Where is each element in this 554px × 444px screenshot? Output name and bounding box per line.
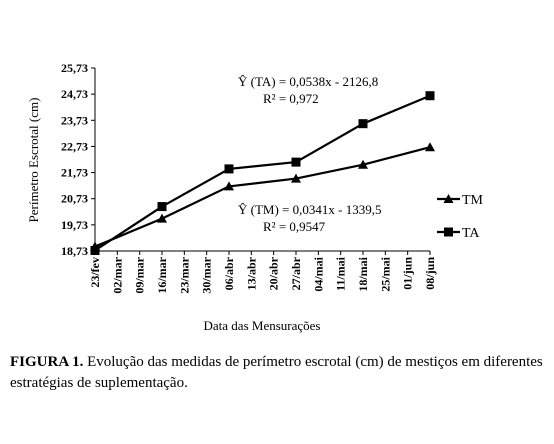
x-tick-label: 02/mar	[110, 256, 124, 293]
x-tick-labels: 23/fev 02/mar 09/mar 16/mar 23/mar 30/mar 06/a…	[88, 256, 437, 293]
line-chart: 25,73 24,73 23,73 22,73 21,73 20,73 19,73 18,73…	[26, 61, 484, 333]
x-tick-label: 25/mai	[378, 256, 392, 291]
x-tick-label: 11/mai	[334, 256, 348, 291]
y-axis-label: Perímetro Escrotal (cm)	[26, 98, 41, 223]
data-point-ta	[224, 164, 234, 174]
annotations: Ŷ (TA) = 0,0538x - 2126,8 R² = 0,972 Ŷ (TM…	[238, 74, 381, 234]
legend-label-ta: TA	[462, 226, 480, 241]
caption-text: Evolução das medidas de perímetro escrot…	[10, 354, 543, 391]
data-point-ta	[425, 91, 435, 101]
x-axis-label: Data das Mensurações	[204, 318, 321, 333]
data-point-tm	[358, 159, 368, 169]
x-tick-label: 09/mar	[133, 256, 147, 293]
y-tick-label: 24,73	[61, 87, 88, 101]
caption-label: FIGURA 1.	[10, 354, 84, 370]
legend: TM TA	[437, 193, 484, 241]
x-tick-label: 13/abr	[244, 256, 258, 290]
y-tick-label: 19,73	[61, 218, 88, 232]
data-point-ta	[358, 119, 368, 129]
x-tick-label: 18/mai	[356, 256, 370, 291]
y-tick-label: 25,73	[61, 61, 88, 75]
figure-caption: FIGURA 1. Evolução das medidas de períme…	[10, 352, 546, 394]
x-tick-label: 27/abr	[289, 256, 303, 290]
data-point-tm	[291, 173, 301, 183]
chart-axes	[91, 67, 431, 255]
x-tick-label: 20/abr	[267, 256, 281, 290]
x-tick-label: 23/mar	[177, 256, 191, 293]
equation-label: Ŷ (TM) = 0,0341x - 1339,5	[238, 202, 381, 217]
x-tick-label: 04/mai	[311, 256, 325, 291]
y-tick-label: 23,73	[61, 113, 88, 127]
data-point-tm	[425, 142, 435, 152]
data-point-tm	[157, 213, 167, 223]
data-point-ta	[157, 202, 167, 212]
y-tick-label: 20,73	[61, 192, 88, 206]
x-tick-label: 16/mar	[155, 256, 169, 293]
equation-label: Ŷ (TA) = 0,0538x - 2126,8	[238, 74, 378, 89]
series-line-ta	[94, 94, 431, 252]
y-tick-label: 22,73	[61, 139, 88, 153]
x-tick-label: 06/abr	[222, 256, 236, 290]
legend-marker-tm	[443, 194, 454, 203]
x-tick-label: 30/mar	[200, 256, 214, 293]
legend-marker-ta	[444, 227, 453, 237]
x-tick-label: 23/fev	[88, 257, 102, 288]
y-tick-label: 21,73	[61, 166, 88, 180]
data-point-tm	[224, 181, 234, 191]
data-point-ta	[90, 245, 100, 255]
r-squared-label: R² = 0,9547	[263, 219, 326, 234]
x-tick-label: 01/jun	[401, 257, 415, 290]
series-group	[90, 91, 435, 255]
r-squared-label: R² = 0,972	[263, 91, 319, 106]
y-tick-labels: 25,73 24,73 23,73 22,73 21,73 20,73 19,73 18,73	[61, 61, 88, 258]
y-tick-label: 18,73	[61, 244, 88, 258]
data-point-ta	[291, 157, 301, 167]
x-tick-label: 08/jun	[423, 257, 437, 290]
legend-label-tm: TM	[462, 193, 484, 208]
series-line-tm	[94, 146, 431, 248]
